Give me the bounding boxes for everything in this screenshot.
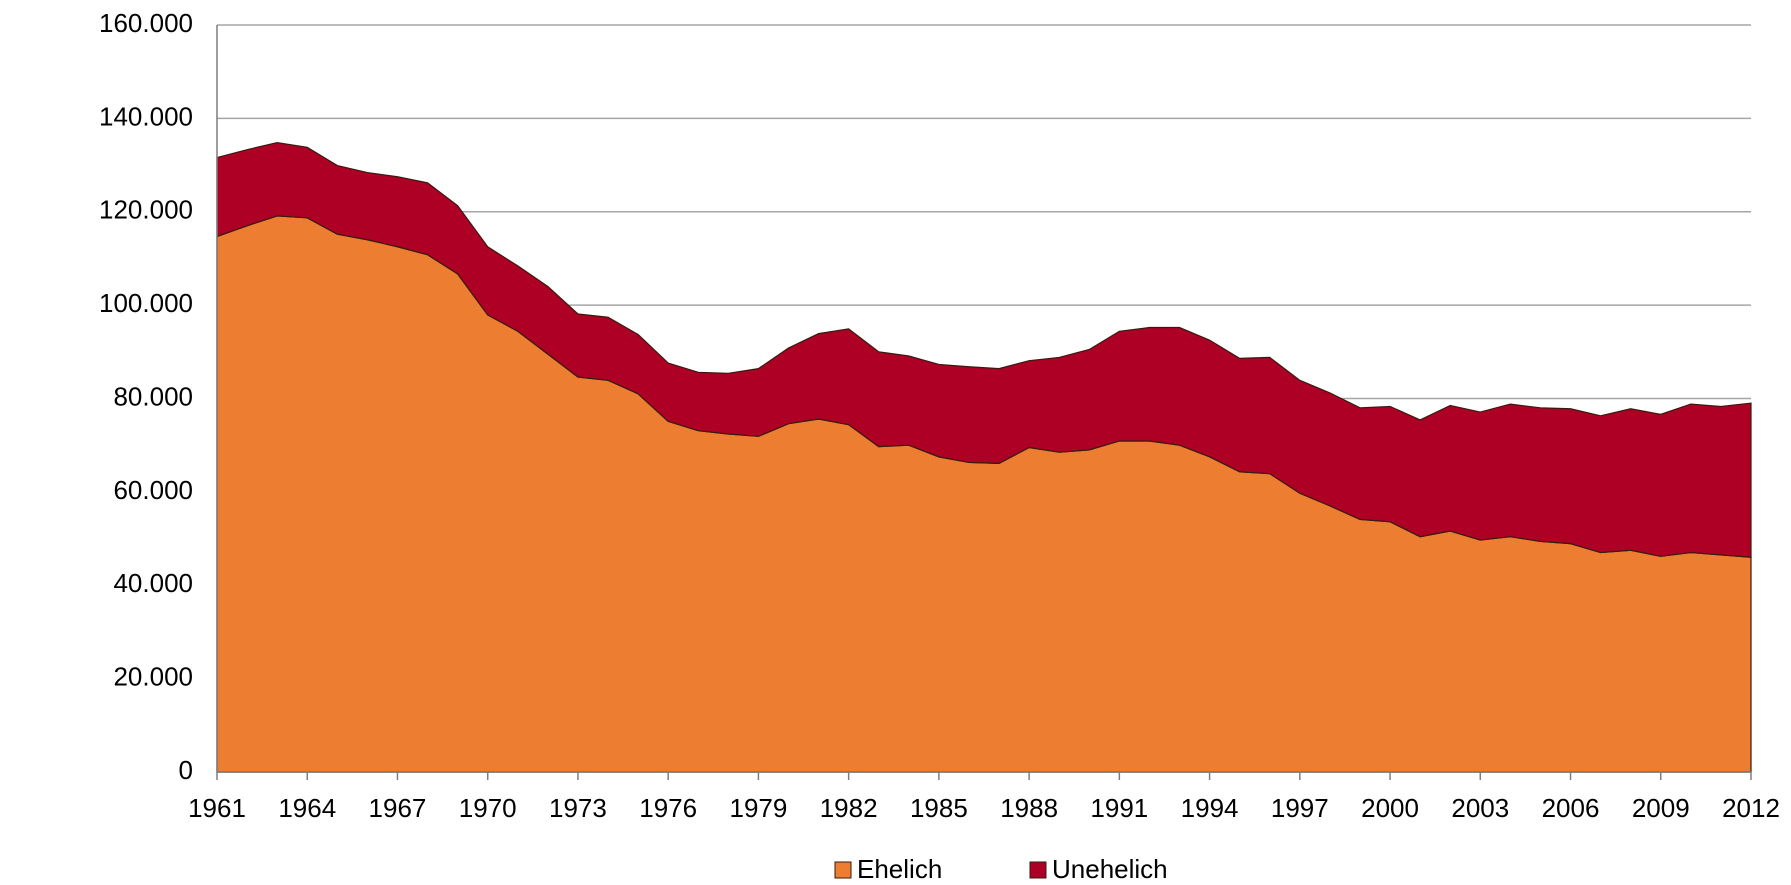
y-tick-label: 40.000 bbox=[113, 568, 193, 598]
x-tick-label: 1982 bbox=[820, 793, 878, 823]
legend-swatch bbox=[834, 861, 852, 879]
x-tick-label: 1985 bbox=[910, 793, 968, 823]
x-tick-label: 2006 bbox=[1542, 793, 1600, 823]
x-tick-label: 1997 bbox=[1271, 793, 1329, 823]
x-tick-label: 2009 bbox=[1632, 793, 1690, 823]
x-tick-label: 1991 bbox=[1090, 793, 1148, 823]
x-tick-label: 1961 bbox=[188, 793, 246, 823]
y-tick-label: 20.000 bbox=[113, 662, 193, 692]
legend-label: Unehelich bbox=[1052, 854, 1168, 884]
y-tick-label: 60.000 bbox=[113, 475, 193, 505]
x-tick-label: 1994 bbox=[1181, 793, 1239, 823]
y-tick-label: 100.000 bbox=[99, 288, 193, 318]
y-tick-label: 80.000 bbox=[113, 381, 193, 411]
x-tick-label: 1979 bbox=[729, 793, 787, 823]
y-tick-label: 160.000 bbox=[99, 8, 193, 38]
y-tick-label: 120.000 bbox=[99, 195, 193, 225]
y-tick-label: 140.000 bbox=[99, 101, 193, 131]
x-tick-label: 1973 bbox=[549, 793, 607, 823]
x-tick-label: 1976 bbox=[639, 793, 697, 823]
x-tick-label: 1970 bbox=[459, 793, 517, 823]
x-tick-label: 1967 bbox=[369, 793, 427, 823]
x-tick-label: 2003 bbox=[1451, 793, 1509, 823]
x-tick-label: 2000 bbox=[1361, 793, 1419, 823]
legend-label: Ehelich bbox=[857, 854, 942, 884]
x-tick-label: 2012 bbox=[1722, 793, 1780, 823]
legend-swatch bbox=[1029, 861, 1047, 879]
x-tick-label: 1964 bbox=[278, 793, 336, 823]
y-tick-label: 0 bbox=[179, 755, 193, 785]
x-tick-label: 1988 bbox=[1000, 793, 1058, 823]
area bbox=[216, 142, 1752, 558]
